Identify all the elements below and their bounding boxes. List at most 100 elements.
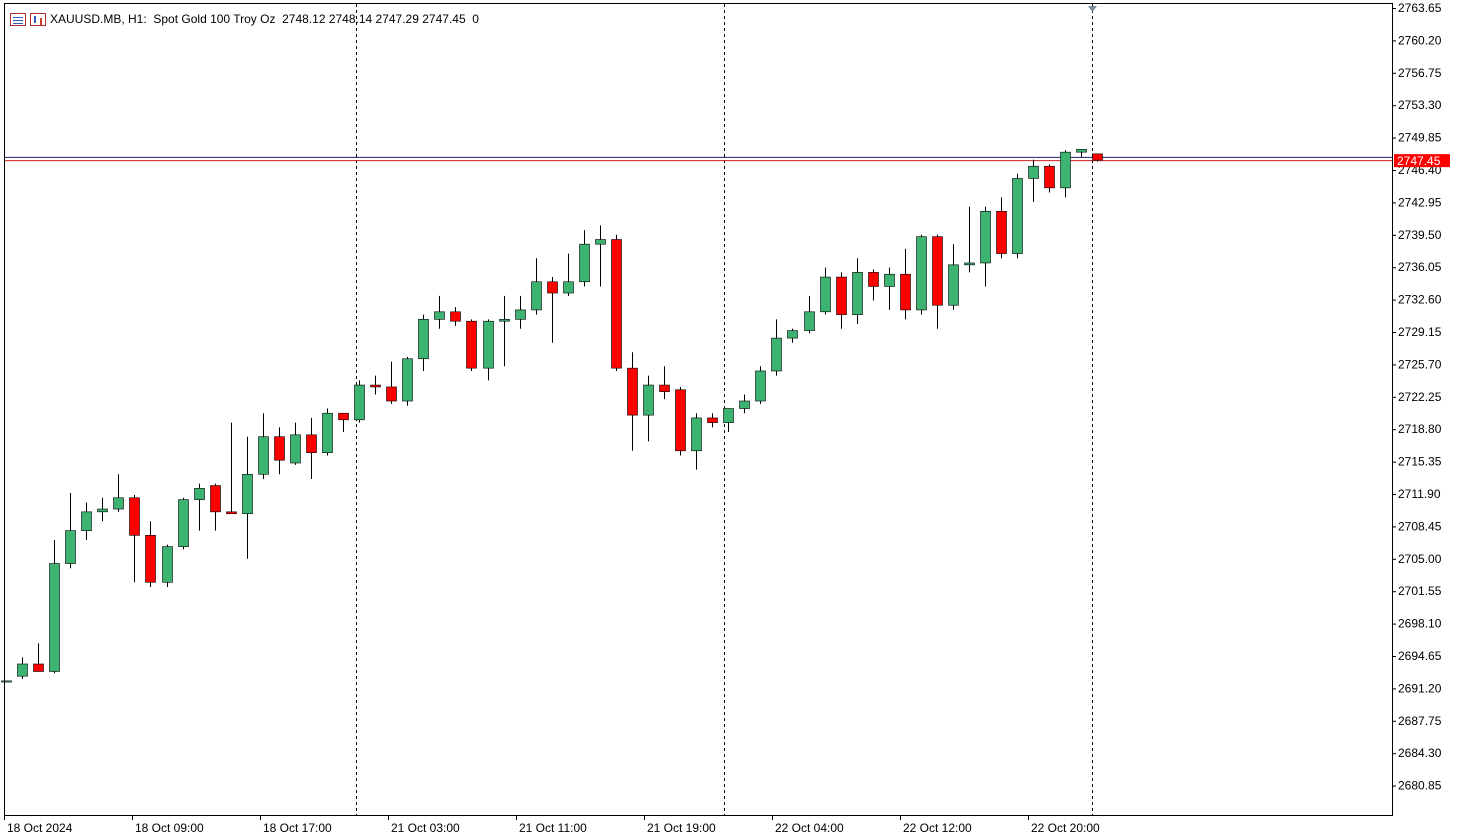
ohlc-label: 2748.12 2748.14 2747.29 2747.45 — [282, 12, 466, 26]
candle-body — [980, 211, 991, 264]
y-tick-label: 2718.80 — [1398, 422, 1442, 436]
chart-window-icon[interactable] — [30, 12, 46, 26]
candle-55 — [868, 269, 879, 301]
candle-body — [900, 273, 911, 311]
y-tick-label: 2711.90 — [1398, 487, 1441, 501]
candle-51 — [804, 295, 815, 334]
candle-16 — [242, 436, 253, 559]
candle-53 — [836, 272, 847, 329]
candle-6 — [81, 502, 92, 541]
candle-46 — [723, 408, 734, 433]
candle-body — [338, 412, 349, 421]
candle-body — [97, 508, 108, 513]
candle-25 — [386, 361, 397, 404]
candle-body — [691, 417, 702, 452]
candle-27 — [418, 314, 429, 371]
candle-20 — [306, 417, 317, 479]
candle-17 — [258, 413, 269, 479]
y-tick-label: 2756.75 — [1398, 66, 1442, 80]
candle-body — [226, 511, 237, 515]
y-tick-label: 2694.65 — [1398, 649, 1442, 663]
candle-body — [49, 563, 60, 672]
candle-body — [1092, 153, 1103, 161]
candle-29 — [450, 307, 461, 326]
candle-body — [129, 497, 140, 536]
candle-13 — [194, 483, 205, 531]
candle-67 — [1060, 150, 1071, 198]
candle-49 — [771, 319, 782, 376]
candle-4 — [49, 540, 60, 674]
y-tick-label: 2715.35 — [1398, 455, 1442, 469]
candle-40 — [627, 352, 638, 451]
chart-info-text: XAUUSD.MB, H1: Spot Gold 100 Troy Oz 274… — [50, 12, 479, 26]
candle-63 — [996, 197, 1007, 259]
candle-37 — [579, 230, 590, 287]
candle-58 — [916, 234, 927, 315]
candle-body — [145, 535, 156, 583]
candle-body — [33, 663, 44, 672]
y-tick-label: 2742.95 — [1398, 195, 1442, 209]
candle-body — [787, 330, 798, 339]
y-tick-label: 2753.30 — [1398, 98, 1442, 112]
candle-body — [210, 485, 221, 513]
candle-61 — [964, 206, 975, 273]
candle-5 — [65, 493, 76, 569]
chart-list-icon[interactable] — [10, 12, 26, 26]
volume-label: 0 — [472, 12, 479, 26]
candle-body — [964, 262, 975, 266]
candle-body — [531, 281, 542, 311]
candle-33 — [515, 295, 526, 329]
candle-body — [1060, 151, 1071, 189]
y-tick-label: 2701.55 — [1398, 584, 1442, 598]
candle-21 — [322, 408, 333, 456]
candle-body — [948, 264, 959, 306]
candle-body — [579, 243, 590, 283]
candle-body — [659, 384, 670, 392]
candle-54 — [852, 258, 863, 325]
candle-body — [627, 367, 638, 416]
candle-59 — [932, 234, 943, 329]
chart-header: XAUUSD.MB, H1: Spot Gold 100 Troy Oz 274… — [10, 11, 479, 27]
candle-34 — [531, 258, 542, 315]
candle-31 — [483, 319, 494, 381]
x-tick-label: 22 Oct 12:00 — [903, 821, 972, 835]
candle-body — [884, 273, 895, 287]
y-tick-label: 2687.75 — [1398, 714, 1442, 728]
candle-body — [354, 384, 365, 421]
candle-7 — [97, 497, 108, 522]
candle-48 — [755, 366, 766, 404]
candle-52 — [820, 267, 831, 315]
candle-body — [836, 276, 847, 315]
candle-body — [820, 276, 831, 313]
x-tick-label: 21 Oct 11:00 — [519, 821, 587, 835]
candle-body — [386, 386, 397, 402]
candle-body — [1044, 165, 1055, 189]
chart-frame — [4, 3, 1393, 816]
candle-10 — [145, 521, 156, 587]
candle-body — [483, 320, 494, 369]
candle-body — [466, 320, 477, 369]
candle-11 — [162, 544, 173, 587]
candle-69 — [1092, 153, 1103, 162]
candle-body — [162, 546, 173, 583]
candle-body — [1028, 165, 1039, 179]
candle-body — [450, 311, 461, 322]
current-price-tag: 2747.45 — [1394, 154, 1450, 168]
candle-62 — [980, 206, 991, 287]
candle-body — [370, 384, 381, 388]
candle-body — [1, 680, 12, 683]
candle-body — [563, 281, 574, 294]
candle-body — [996, 211, 1007, 254]
candle-45 — [707, 413, 718, 428]
y-tick-label: 2698.10 — [1398, 617, 1442, 631]
candle-body — [804, 311, 815, 331]
candle-body — [771, 337, 782, 372]
candle-body — [274, 436, 285, 461]
candle-38 — [595, 225, 606, 287]
candle-body — [113, 497, 124, 510]
candle-body — [675, 389, 686, 452]
price-axis[interactable]: 2763.652760.202756.752753.302749.852746.… — [1392, 1, 1442, 793]
time-axis[interactable]: 18 Oct 2024 18 Oct 09:00 18 Oct 17:00 21 Oc… — [4, 815, 1101, 835]
